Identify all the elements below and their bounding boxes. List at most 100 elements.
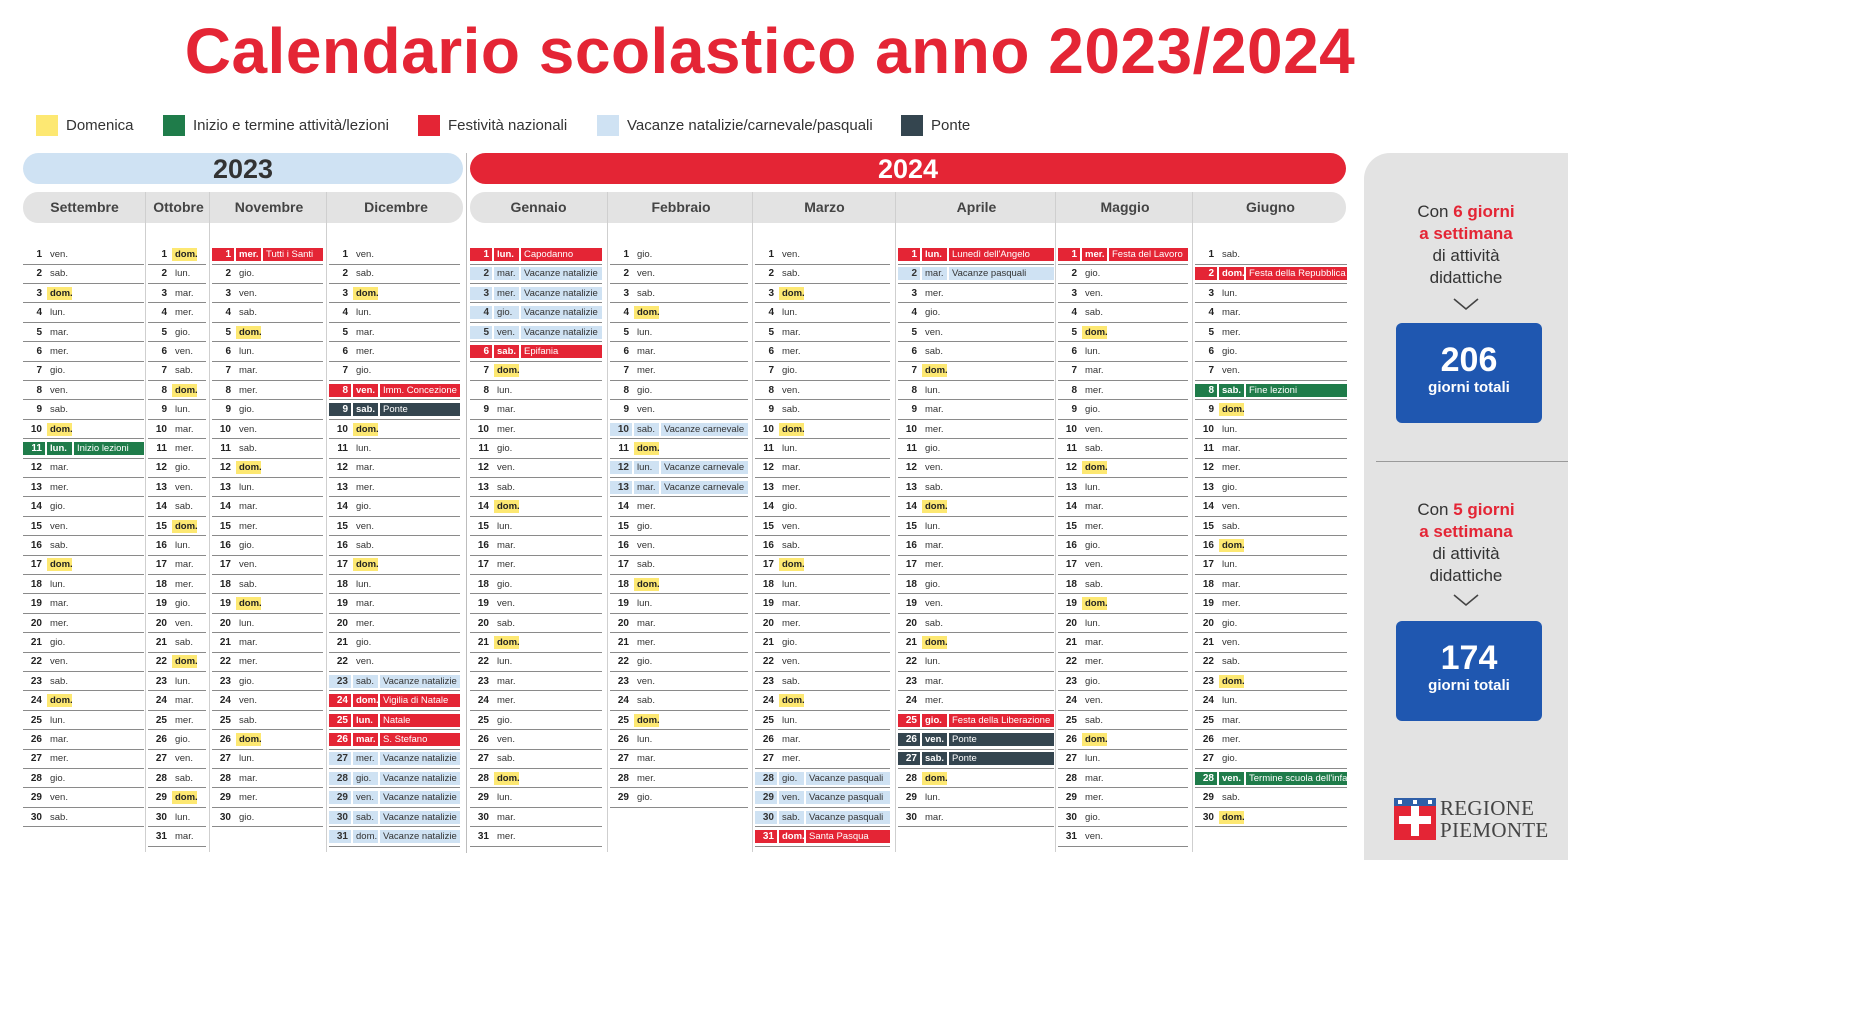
day-row: 21 dom. — [470, 633, 602, 653]
month-divider — [607, 192, 608, 852]
day-weekday: mer. — [925, 559, 944, 571]
day-number: 20 — [905, 617, 917, 629]
day-row: 13 sab. — [898, 478, 1054, 498]
day-row: 9 sab. — [755, 400, 890, 420]
month-header-novembre: Novembre — [234, 199, 304, 215]
day-event-label: Santa Pasqua — [806, 830, 890, 843]
highlight-text: 6 giorni — [1453, 202, 1515, 221]
day-number: 21 — [336, 637, 348, 648]
day-number: 18 — [219, 578, 231, 590]
day-number: 6 — [768, 346, 774, 357]
day-weekday: gio. — [637, 656, 653, 668]
day-weekday: lun. — [1222, 559, 1238, 571]
day-number: 6 — [342, 346, 348, 357]
day-row: 12 dom. — [1058, 458, 1188, 478]
text: Con — [1417, 202, 1454, 221]
day-weekday: ven. — [1085, 559, 1103, 571]
day-number: 17 — [762, 559, 774, 571]
day-row: 8 ven. — [23, 381, 144, 401]
day-number: 16 — [336, 540, 348, 551]
day-weekday: ven. — [922, 733, 947, 746]
legend-vacanze: Vacanze natalizie/carnevale/pasquali — [597, 114, 873, 136]
day-row: 15 dom. — [148, 517, 206, 537]
month-header-settembre: Settembre — [50, 199, 119, 215]
day-row: 30 gio. — [212, 808, 323, 828]
day-row: 13 mer. — [23, 478, 144, 498]
legend-domenica: Domenica — [36, 114, 134, 136]
day-number: 7 — [623, 365, 629, 377]
day-number: 19 — [1065, 598, 1077, 610]
day-event-label: Fine lezioni — [1246, 383, 1347, 397]
day-weekday: sab. — [175, 637, 193, 648]
day-number: 23 — [30, 675, 42, 687]
day-row: 28 gio. — [23, 769, 144, 789]
day-row: 17 lun. — [1195, 555, 1347, 575]
day-weekday: sab. — [637, 695, 655, 707]
total-days-6-value: 206 — [1440, 341, 1498, 379]
day-row: 4 gio. Vacanze natalizie — [470, 303, 602, 323]
day-weekday: sab. — [925, 481, 943, 493]
day-number: 5 — [911, 326, 917, 338]
day-row: 29 mer. — [212, 788, 323, 808]
day-weekday: mar. — [1085, 772, 1104, 784]
regione-piemonte-logo: REGIONE PIEMONTE — [1392, 796, 1552, 844]
day-number: 9 — [768, 404, 774, 416]
month-header-marzo: Marzo — [804, 199, 845, 215]
month-divider — [1055, 192, 1056, 852]
day-weekday: ven. — [175, 346, 193, 357]
day-row: 13 mar. Vacanze carnevale — [610, 478, 748, 498]
day-weekday: dom. — [236, 325, 262, 339]
day-row: 2 mar. Vacanze pasquali — [898, 264, 1054, 284]
day-row: 16 lun. — [148, 536, 206, 556]
day-number: 23 — [477, 675, 489, 687]
day-number: 25 — [30, 714, 42, 726]
day-number: 16 — [762, 540, 774, 551]
day-number: 10 — [155, 423, 167, 435]
day-weekday: lun. — [925, 656, 941, 668]
month-divider — [752, 192, 753, 852]
page-title: Calendario scolastico anno 2023/2024 — [184, 15, 1356, 87]
day-row: 24 dom. — [23, 691, 144, 711]
day-number: 22 — [219, 656, 231, 668]
day-number: 14 — [336, 501, 348, 513]
day-number: 23 — [617, 675, 629, 687]
day-row: 23 gio. — [212, 672, 323, 692]
day-number: 1 — [36, 249, 42, 260]
day-weekday: ven. — [497, 734, 515, 745]
day-row: 28 mar. — [1058, 769, 1188, 789]
day-number: 18 — [762, 578, 774, 590]
day-row: 20 lun. — [1058, 614, 1188, 634]
day-weekday: dom. — [494, 364, 520, 378]
day-number: 12 — [610, 461, 632, 475]
day-number: 28 — [155, 772, 167, 784]
day-number: 5 — [623, 326, 629, 338]
day-event-label: Vacanze pasquali — [806, 810, 890, 824]
day-row: 20 mar. — [610, 614, 748, 634]
day-number: 27 — [617, 753, 629, 765]
day-row: 9 dom. — [1195, 400, 1347, 420]
day-row: 1 ven. — [329, 245, 460, 265]
day-row: 29 mer. — [1058, 788, 1188, 808]
day-row: 20 ven. — [148, 614, 206, 634]
day-number: 14 — [1065, 501, 1077, 513]
day-weekday: lun. — [637, 326, 653, 338]
day-number: 25 — [762, 714, 774, 726]
day-number: 26 — [1065, 734, 1077, 745]
month-header-bar-2024 — [470, 192, 1346, 223]
day-number: 25 — [155, 714, 167, 726]
day-number: 9 — [161, 404, 167, 416]
day-row: 7 dom. — [470, 361, 602, 381]
day-number: 3 — [911, 287, 917, 299]
day-number: 20 — [762, 617, 774, 629]
day-row: 18 sab. — [1058, 575, 1188, 595]
day-weekday: sab. — [782, 404, 800, 416]
day-row: 26 dom. — [1058, 730, 1188, 750]
day-weekday: gio. — [1085, 675, 1101, 687]
day-event-label: Ponte — [380, 403, 460, 417]
day-row: 12 dom. — [212, 458, 323, 478]
day-weekday: ven. — [356, 249, 374, 260]
day-row: 4 lun. — [329, 303, 460, 323]
day-number: 15 — [477, 520, 489, 532]
total-days-6-box: 206 giorni totali — [1396, 323, 1542, 423]
day-row: 23 sab. Vacanze natalizie — [329, 672, 460, 692]
